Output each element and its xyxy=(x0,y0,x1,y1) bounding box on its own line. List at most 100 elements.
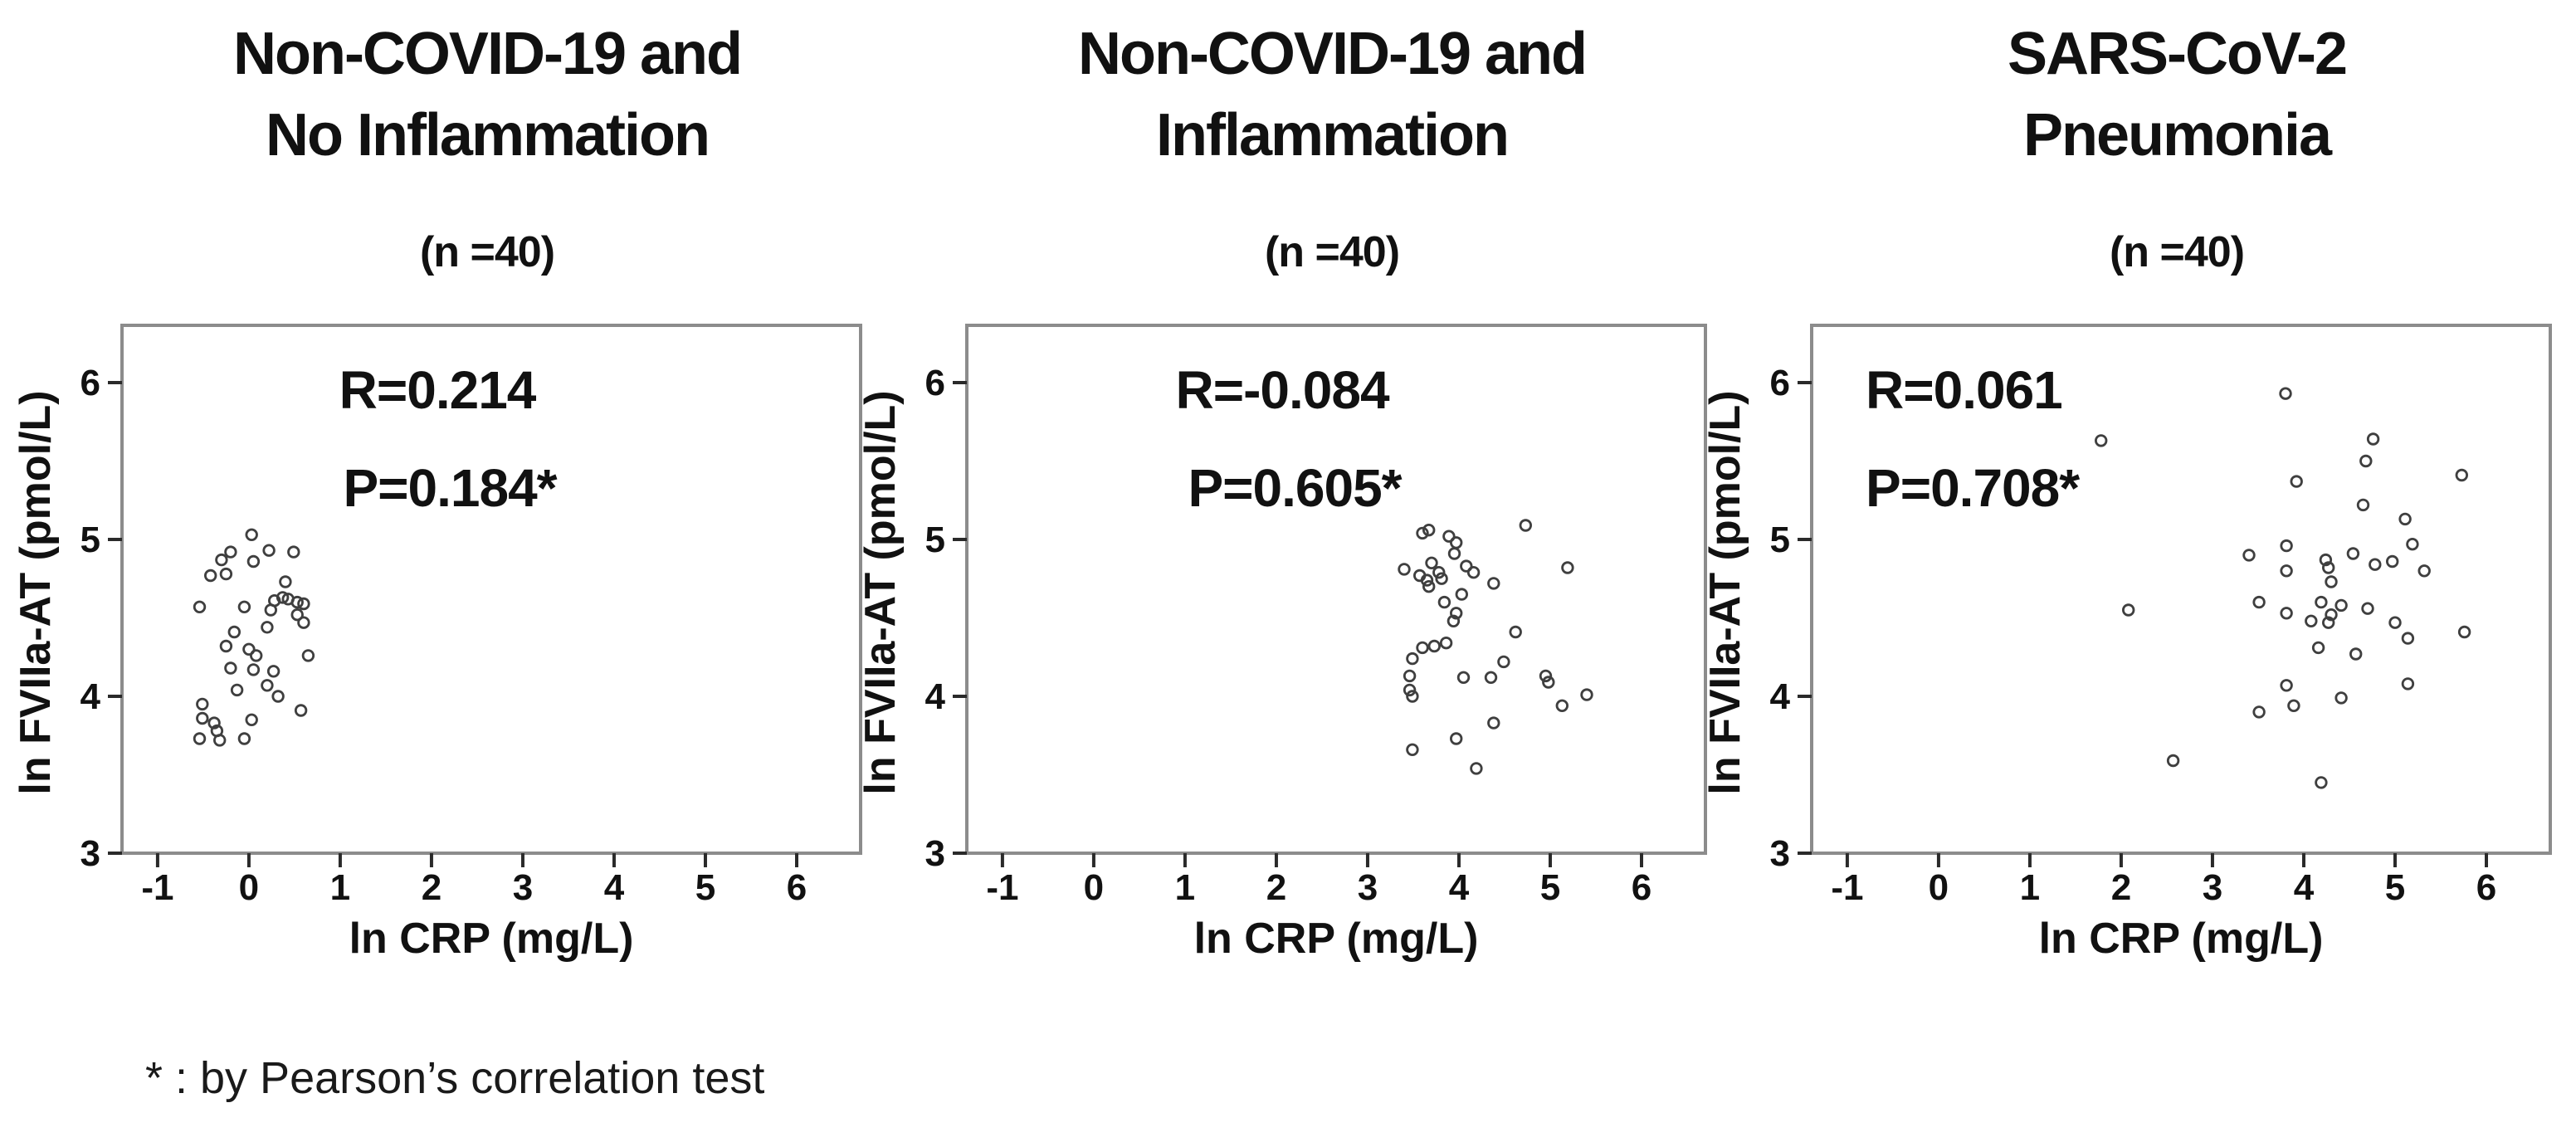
scatter-point xyxy=(193,600,207,614)
scatter-point xyxy=(1422,580,1436,593)
plot-frame xyxy=(1810,324,2552,855)
scatter-point xyxy=(2280,607,2293,620)
x-tick-label: 6 xyxy=(1632,867,1651,908)
scatter-point xyxy=(203,569,217,583)
x-tick-label: 3 xyxy=(513,867,533,908)
y-tick-label: 4 xyxy=(925,676,946,717)
scatter-point xyxy=(1456,671,1471,685)
plot-frame xyxy=(120,324,862,855)
scatter-point xyxy=(2388,616,2402,629)
scatter-point xyxy=(2166,754,2180,768)
p-value-label: P=0.708* xyxy=(1866,458,2080,518)
r-value-label: R=0.214 xyxy=(339,360,537,420)
scatter-point xyxy=(1487,716,1500,730)
scatter-point xyxy=(212,734,227,747)
scatter-point xyxy=(219,639,233,653)
p-value-label: P=0.184* xyxy=(343,458,557,518)
panel-title-line-2: No Inflammation xyxy=(265,102,710,168)
sample-size-label: (n =40) xyxy=(419,228,555,276)
figure: Non-COVID-19 and No Inflammation (n =40) … xyxy=(10,0,2552,963)
scatter-point xyxy=(250,649,263,662)
scatter-point xyxy=(2361,602,2374,615)
x-tick-label: 5 xyxy=(2385,867,2405,908)
scatter-point xyxy=(290,595,304,609)
panel-title: Non-COVID-19 and Inflammation xyxy=(855,13,1685,176)
x-tick-label: 3 xyxy=(2203,867,2222,908)
scatter-point xyxy=(1416,526,1429,540)
y-tick-label: 3 xyxy=(80,833,100,874)
scatter-point xyxy=(297,597,310,611)
scatter-point xyxy=(1447,614,1461,628)
scatter-point xyxy=(2280,539,2293,553)
x-tick-label: 0 xyxy=(1929,867,1949,908)
scatter-point xyxy=(242,642,256,656)
scatter-point xyxy=(1580,688,1593,701)
scatter-point xyxy=(1450,732,1463,745)
scatter-point xyxy=(1542,676,1555,689)
y-tick-label: 6 xyxy=(80,363,100,403)
r-value-label: R=-0.084 xyxy=(1175,360,1389,420)
p-value-label: P=0.605* xyxy=(1188,458,1402,518)
y-tick-label: 4 xyxy=(1770,676,1791,717)
scatter-point xyxy=(246,663,261,676)
y-tick-label: 5 xyxy=(925,520,945,560)
scatter-point xyxy=(297,616,310,629)
scatter-point xyxy=(261,621,274,634)
scatter-point xyxy=(1497,655,1510,669)
scatter-point xyxy=(2311,641,2325,655)
scatter-point xyxy=(2369,558,2382,571)
scatter-point xyxy=(2401,677,2415,691)
y-tick-label: 6 xyxy=(925,363,945,403)
scatter-point xyxy=(224,545,237,559)
scatter-point xyxy=(207,716,221,730)
y-tick-label: 3 xyxy=(925,833,945,874)
scatter-point xyxy=(1555,699,1569,713)
panel-title-line-1: Non-COVID-19 and xyxy=(232,21,743,87)
scatter-point xyxy=(237,600,251,614)
scatter-point xyxy=(1539,669,1553,683)
scatter-point xyxy=(2406,538,2419,551)
scatter-point xyxy=(1447,547,1461,560)
panel-title: SARS-CoV-2 Pneumonia xyxy=(1700,13,2530,176)
scatter-point xyxy=(1439,637,1453,650)
scatter-point xyxy=(245,528,258,542)
x-tick-label: 0 xyxy=(239,867,259,908)
scatter-point xyxy=(2398,512,2412,526)
scatter-point xyxy=(1406,743,1419,757)
scatter-point xyxy=(245,713,258,727)
scatter-plot-sars-cov-2-pneumonia: -1 0 1 2 3 4 5 6 3 4 5 6 ln CRP (mg/L) ln FVIIa-AT (p… xyxy=(1701,324,2552,963)
scatter-point xyxy=(215,553,228,567)
scatter-point xyxy=(1406,652,1419,666)
scatter-point xyxy=(1466,566,1481,579)
scatter-point xyxy=(301,649,315,662)
x-tick-label: 1 xyxy=(330,867,350,908)
x-tick-label: 1 xyxy=(2020,867,2040,908)
scatter-point xyxy=(196,711,209,725)
scatter-point xyxy=(227,625,242,639)
x-tick-label: -1 xyxy=(986,867,1018,908)
scatter-point xyxy=(2279,387,2292,400)
scatter-point xyxy=(2322,616,2335,629)
scatter-point xyxy=(1406,690,1419,703)
footnote: * : by Pearson’s correlation test xyxy=(145,1053,765,1103)
scatter-point xyxy=(2325,575,2338,588)
panel-title-line-1: Non-COVID-19 and xyxy=(1077,21,1588,87)
scatter-point xyxy=(2305,614,2318,628)
scatter-point xyxy=(261,679,274,692)
x-tick-label: 4 xyxy=(2294,867,2315,908)
scatter-point xyxy=(2242,549,2256,562)
scatter-point xyxy=(224,661,237,675)
x-axis-label: ln CRP (mg/L) xyxy=(2039,915,2324,963)
scatter-point xyxy=(2252,705,2266,719)
scatter-point xyxy=(2349,647,2363,661)
scatter-point xyxy=(2334,691,2348,705)
scatter-point xyxy=(1420,573,1434,587)
y-tick-label: 5 xyxy=(80,520,100,560)
x-axis-label: ln CRP (mg/L) xyxy=(1194,915,1479,963)
scatter-point xyxy=(1484,671,1498,685)
scatter-point xyxy=(1437,595,1451,609)
x-tick-label: 5 xyxy=(695,867,715,908)
scatter-point xyxy=(2455,468,2469,482)
scatter-point xyxy=(279,575,292,588)
y-axis-label: ln FVIIa-AT (pmol/L) xyxy=(856,390,905,794)
